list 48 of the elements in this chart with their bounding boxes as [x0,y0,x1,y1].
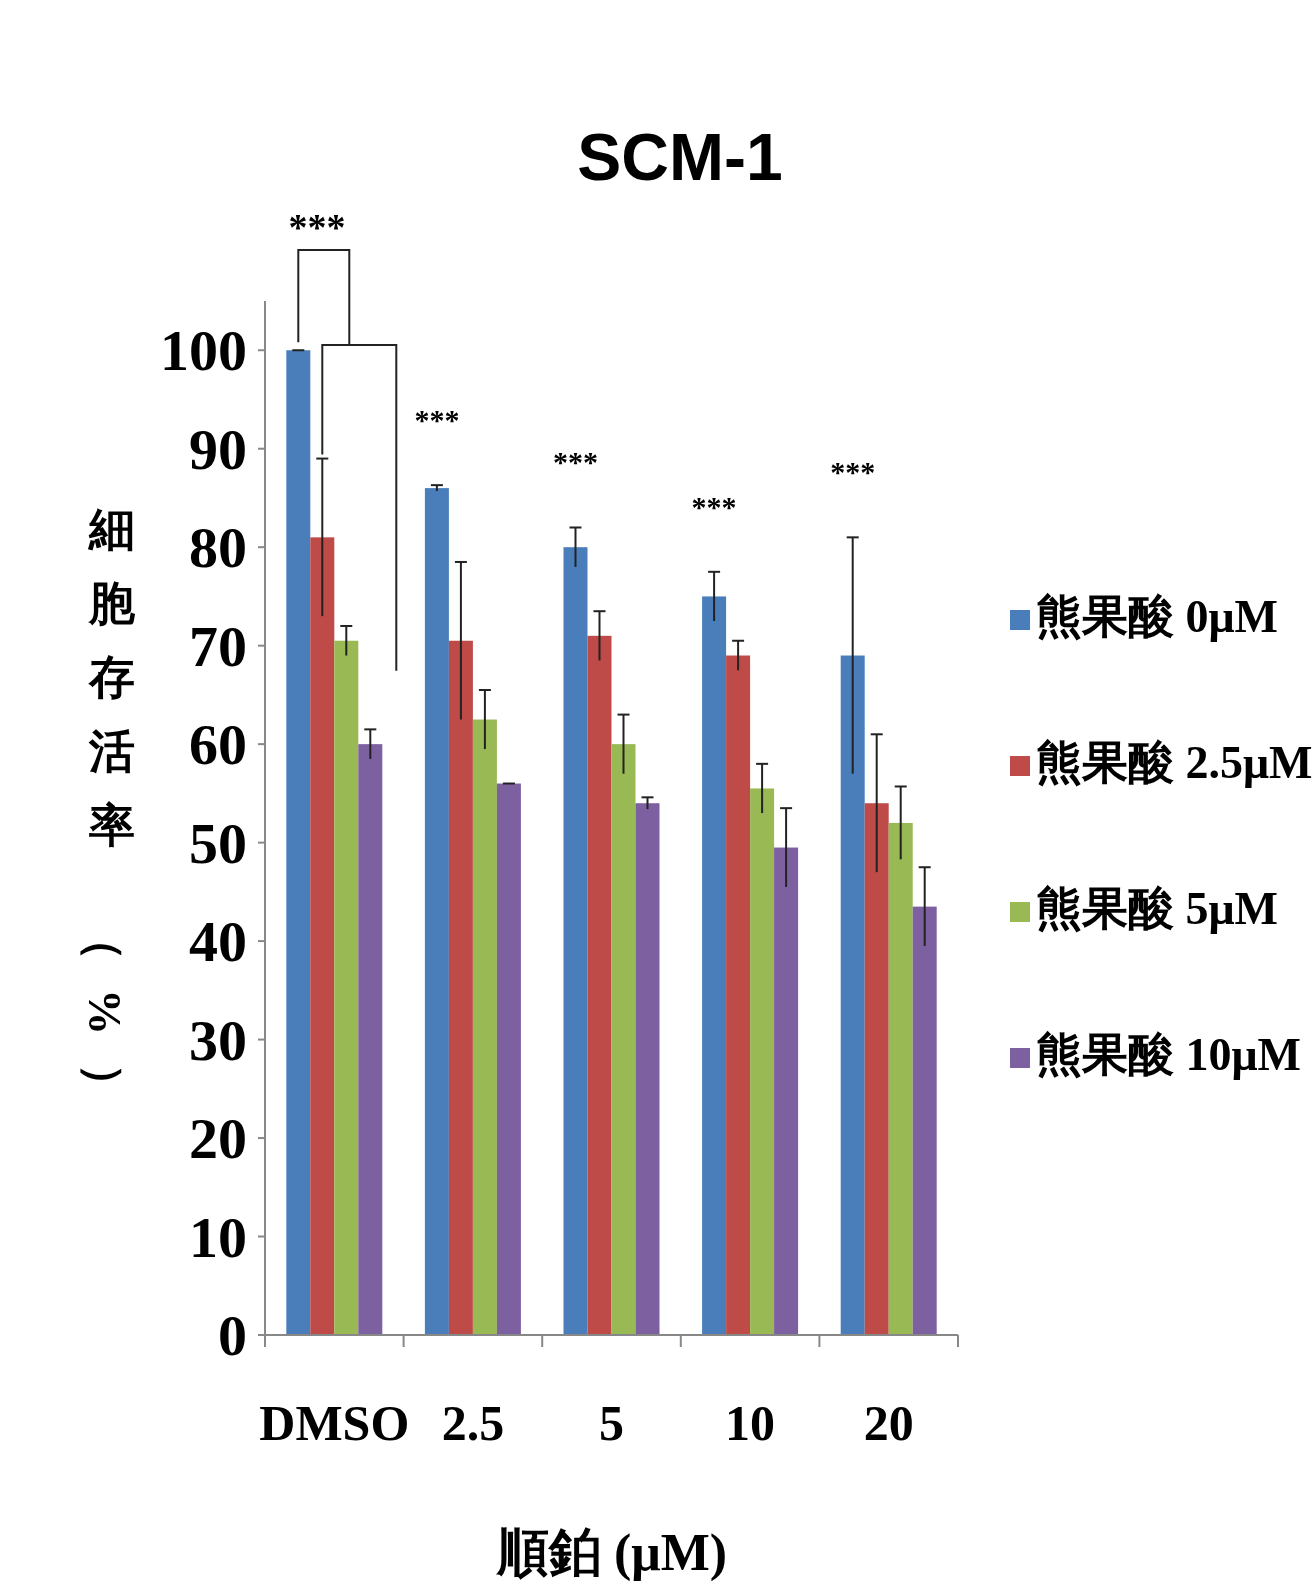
bar [774,847,799,1335]
bar [635,803,660,1335]
y-tick-label: 70 [189,613,247,679]
bar [750,788,775,1335]
annotation: *** [691,489,737,523]
bar [310,537,335,1335]
bar [702,596,727,1335]
bar [864,803,889,1335]
y-tick-label: 40 [189,909,247,975]
annotation: *** [830,455,876,489]
bar [286,350,311,1335]
y-tick-label: 30 [189,1007,247,1073]
bar [587,635,612,1335]
chart-title: SCM-1 [577,120,783,194]
y-tick-label: 0 [218,1303,247,1368]
y-axis-title: 細胞存活率（%） [79,504,135,1109]
bar [424,488,449,1335]
y-tick-label: 20 [189,1106,247,1172]
bar [334,640,359,1335]
legend-label: 熊果酸 0μM [1036,591,1278,642]
bar [358,744,383,1335]
bar [472,719,497,1335]
annotation: *** [553,445,598,479]
annotation: *** [414,403,460,437]
legend-label: 熊果酸 5μM [1036,883,1278,934]
x-tick-label: 20 [863,1395,914,1451]
y-tick-label: 80 [189,515,247,581]
x-tick-label: 10 [725,1395,776,1451]
y-tick-label: 50 [189,810,247,876]
bar [448,640,473,1335]
y-tick-label: 60 [189,712,247,778]
bar [840,655,865,1335]
text: *** [288,206,346,248]
bar [726,655,751,1335]
bar [563,547,588,1335]
y-tick-label: 90 [189,416,247,482]
bar [912,906,937,1335]
bar [611,744,636,1335]
x-tick-label: 2.5 [441,1395,505,1451]
y-tick-label: 10 [189,1204,247,1270]
bar [496,783,521,1335]
x-tick-label: DMSO [259,1395,410,1451]
y-tick-label: 100 [160,318,247,384]
legend-label: 熊果酸 10μM [1036,1029,1301,1080]
x-axis-title: 順鉑 (μM) [494,1524,728,1582]
bar [888,822,913,1335]
legend-label: 熊果酸 2.5μM [1036,737,1313,788]
x-tick-label: 5 [599,1395,624,1451]
